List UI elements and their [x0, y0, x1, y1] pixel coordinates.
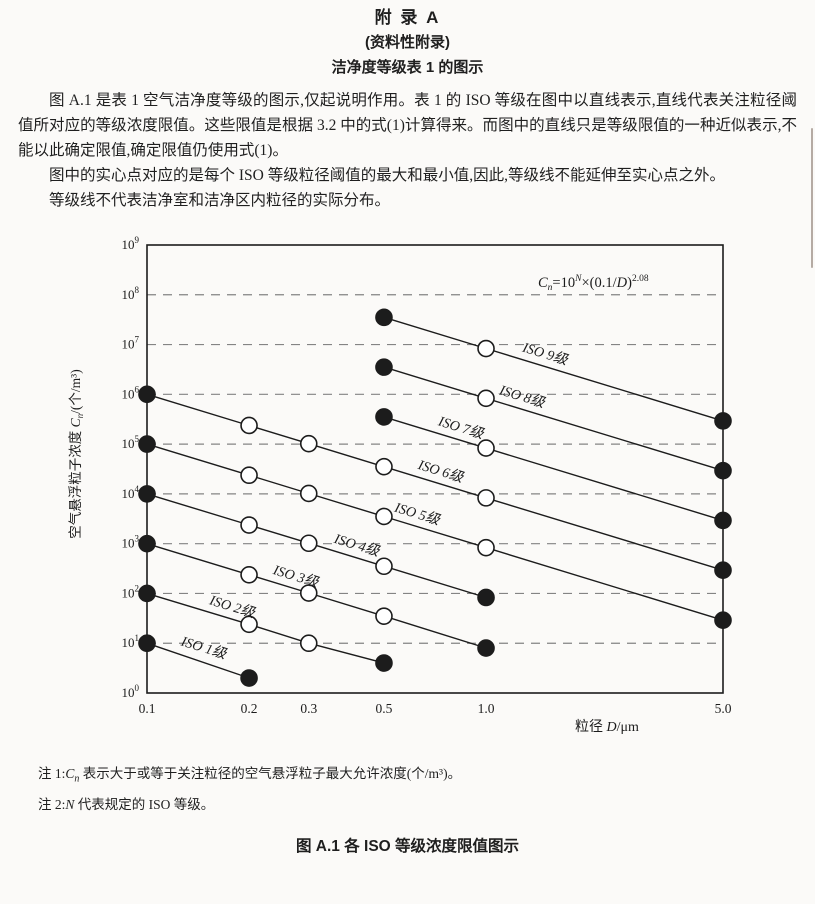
figure-notes: 注 1:Cn 表示大于或等于关注粒径的空气悬浮粒子最大允许浓度(个/m³)。 注…	[38, 761, 815, 822]
intro-text-block: 图 A.1 是表 1 空气洁净度等级的图示,仅起说明作用。表 1 的 ISO 等…	[0, 88, 815, 213]
note-2-text: 代表规定的 ISO 等级。	[74, 796, 215, 812]
threshold-open-circle	[375, 507, 393, 526]
paragraph-2: 图中的实心点对应的是每个 ISO 等级粒径阈值的最大和最小值,因此,等级线不能延…	[49, 167, 725, 184]
x-axis-title: 粒径 D/μm	[575, 719, 639, 735]
concentration-formula: Cn=10N×(0.1/D)2.08	[538, 274, 649, 293]
class-endpoint-dot	[714, 611, 732, 630]
class-endpoint-dot	[375, 358, 393, 376]
note-1-variable-subscript: n	[74, 773, 80, 785]
y-tick-label: 109	[122, 235, 140, 252]
x-tick-label: 0.5	[376, 701, 393, 716]
class-limit-line	[146, 393, 724, 571]
class-endpoint-dot	[138, 485, 156, 503]
threshold-open-circle	[299, 584, 318, 602]
note-1-text: 表示大于或等于关注粒径的空气悬浮粒子最大允许浓度(个/m³)。	[79, 766, 462, 781]
threshold-open-circle	[299, 434, 318, 453]
y-tick-label: 106	[122, 384, 140, 401]
iso-class-concentration-chart: 100 101 102 103 104 105 106 107 108 109 0.1 0.2 0.3 0…	[68, 235, 732, 735]
class-endpoint-dot	[714, 561, 732, 580]
note-1: 注 1:Cn 表示大于或等于关注粒径的空气悬浮粒子最大允许浓度(个/m³)。	[38, 761, 815, 792]
class-endpoint-dot	[714, 511, 732, 530]
class-line-label: ISO 5级	[392, 499, 443, 528]
threshold-open-circle	[375, 557, 393, 576]
x-tick-label: 0.2	[241, 701, 258, 716]
y-tick-label: 102	[122, 583, 140, 600]
y-tick-label: 107	[122, 335, 140, 352]
note-2: 注 2:N 代表规定的 ISO 等级。	[38, 792, 815, 823]
class-endpoint-dot	[138, 435, 156, 453]
threshold-open-circle	[375, 607, 393, 625]
threshold-open-circle	[299, 484, 318, 503]
class-endpoint-dot	[375, 408, 393, 426]
figure-caption: 图 A.1 各 ISO 等级浓度限值图示	[295, 838, 520, 856]
threshold-open-circle	[240, 565, 258, 584]
scan-edge-artifact	[811, 128, 813, 268]
y-tick-label: 108	[122, 285, 140, 302]
paragraph-1: 图 A.1 是表 1 空气洁净度等级的图示,仅起说明作用。表 1 的 ISO 等…	[18, 92, 797, 159]
class-endpoint-dot	[138, 385, 156, 404]
y-tick-label: 104	[122, 484, 140, 501]
x-tick-label: 0.3	[300, 701, 317, 716]
class-line-label: ISO 7级	[435, 413, 486, 442]
class-line-label: ISO 3级	[270, 562, 321, 591]
threshold-open-circle	[477, 538, 495, 557]
class-limit-line	[383, 316, 724, 422]
class-endpoint-dot	[138, 584, 156, 603]
threshold-open-circle	[477, 339, 495, 358]
threshold-open-circle	[240, 516, 258, 534]
x-tick-label: 1.0	[478, 701, 495, 716]
class-endpoint-dot	[477, 588, 495, 607]
appendix-type-subtitle: (资料性附录)	[365, 34, 450, 51]
appendix-title: 附 录 A	[374, 8, 441, 27]
class-endpoint-dot	[477, 639, 495, 657]
class-endpoint-dot	[240, 669, 258, 687]
threshold-open-circle	[477, 489, 495, 507]
threshold-open-circle	[299, 634, 318, 653]
y-axis-title: 空气悬浮粒子浓度 Cn/(个/m³)	[68, 369, 85, 538]
paragraph-3: 等级线不代表洁净室和洁净区内粒径的实际分布。	[49, 192, 391, 209]
class-limit-line	[146, 443, 724, 621]
x-tick-label: 0.1	[139, 701, 156, 716]
class-line-label: ISO 2级	[207, 592, 258, 621]
note-2-label: 注 2:	[38, 796, 66, 812]
class-endpoint-dot	[714, 412, 732, 430]
y-tick-label: 100	[122, 683, 140, 700]
class-limit-line	[383, 366, 724, 472]
class-endpoint-dot	[138, 534, 156, 553]
class-line-label: ISO 1级	[178, 633, 229, 662]
class-line-label: ISO 9级	[520, 339, 571, 368]
class-limit-line	[146, 642, 250, 679]
y-tick-label: 101	[122, 633, 140, 650]
threshold-open-circle	[477, 439, 495, 457]
section-title: 洁净度等级表 1 的图示	[331, 59, 484, 76]
class-endpoint-dot	[375, 654, 393, 672]
class-limit-line	[146, 592, 385, 664]
threshold-open-circle	[477, 389, 495, 408]
class-line-label: ISO 4级	[331, 531, 382, 560]
threshold-open-circle	[299, 534, 318, 553]
y-tick-label: 105	[122, 434, 140, 451]
note-1-variable: C	[65, 766, 75, 781]
class-line-label: ISO 6级	[415, 457, 466, 486]
threshold-open-circle	[375, 457, 393, 476]
y-tick-label: 103	[122, 534, 140, 551]
figure-a1-chart-area: 100 101 102 103 104 105 106 107 108 109 0.1 0.2 0.3 0…	[0, 219, 815, 759]
threshold-open-circle	[240, 615, 258, 634]
note-1-label: 注 1:	[38, 766, 66, 781]
x-tick-label: 5.0	[715, 701, 732, 716]
class-endpoint-dot	[138, 634, 156, 653]
class-line-label: ISO 8级	[496, 382, 547, 411]
threshold-open-circle	[240, 466, 258, 485]
note-2-variable: N	[65, 796, 75, 812]
appendix-header: 附 录 A (资料性附录) 洁净度等级表 1 的图示	[0, 0, 815, 80]
threshold-open-circle	[240, 416, 258, 435]
class-endpoint-dot	[714, 461, 732, 480]
class-endpoint-dot	[375, 308, 393, 327]
